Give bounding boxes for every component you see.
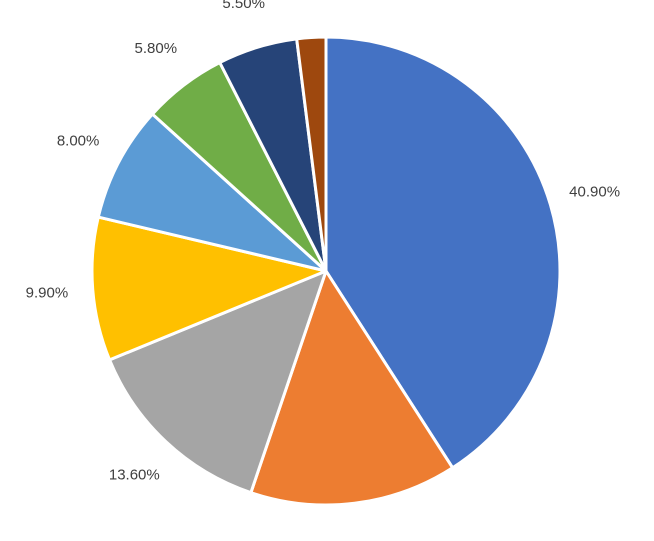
- pie-slice-3-label: 13.60%: [109, 467, 160, 484]
- pie-slice-8: [295, 35, 328, 273]
- pie-data-labels: 40.90%14.30%13.60%9.90%8.00%5.80%5.50%2.…: [26, 0, 620, 541]
- pie-slice-5: [96, 112, 328, 273]
- pie-slice-3: [108, 269, 328, 495]
- pie-slice-4: [90, 215, 328, 362]
- pie-slice-4-label: 9.90%: [26, 285, 69, 302]
- pie-slices: [90, 35, 562, 507]
- pie-slice-7-label: 5.50%: [222, 0, 265, 12]
- pie-slice-6-label: 5.80%: [135, 40, 178, 57]
- pie-slice-1-label: 40.90%: [569, 184, 620, 201]
- pie-slice-2: [249, 269, 455, 507]
- pie-slice-5-label: 8.00%: [57, 132, 100, 149]
